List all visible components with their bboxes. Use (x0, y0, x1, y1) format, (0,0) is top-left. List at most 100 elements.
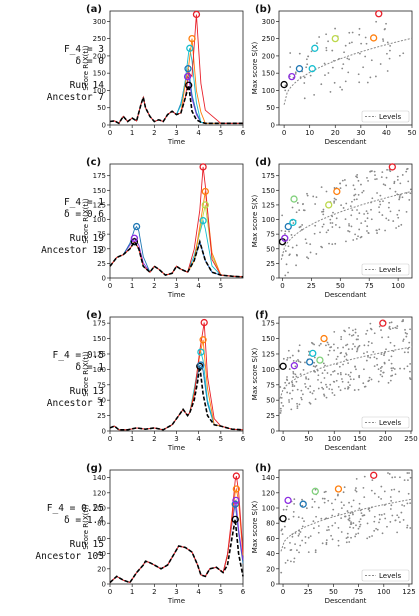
scatter-point (337, 539, 340, 542)
x-tick-label: 100 (377, 588, 390, 596)
scatter-point (323, 62, 326, 65)
scatter-point (389, 328, 392, 330)
scatter-point (381, 171, 384, 174)
scatter-point (370, 342, 373, 345)
scatter-point (385, 176, 388, 179)
scatter-point (407, 492, 410, 495)
scatter-point (317, 374, 320, 377)
scatter-point (287, 518, 290, 521)
scatter-point (300, 389, 303, 392)
highlight-marker-gen7 (375, 10, 383, 18)
scatter-point (354, 345, 356, 348)
scatter-point (303, 97, 306, 100)
row-label-a: F_4 = 3 δ = 0 Run 14 Ancestor 7 (0, 44, 104, 104)
y-tick-label: 75 (266, 231, 275, 239)
highlight-marker-gen1 (290, 362, 298, 370)
scatter-point (392, 367, 395, 369)
scatter-point (341, 67, 344, 70)
scatter-point (305, 377, 308, 380)
scatter-point (373, 520, 376, 523)
y-tick-label: 75 (97, 381, 106, 389)
scatter-point (347, 362, 349, 365)
panel-d: (d) 0 25 50 75 100 0 25 50 75 100 125 150 175 Descenda… (251, 157, 413, 299)
scatter-point (404, 332, 407, 334)
y-tick-label: 0 (102, 428, 106, 436)
scatter-point (388, 57, 391, 60)
x-tick-label: 2 (152, 129, 156, 137)
highlight-marker-gen3 (309, 349, 317, 358)
scatter-point (312, 365, 315, 368)
scatter-point (341, 179, 344, 182)
scatter-point (304, 542, 307, 544)
scatter-point (321, 372, 324, 375)
scatter-point (291, 354, 294, 357)
scatter-point (325, 541, 328, 544)
row-label-g: F_4 = 0.25 δ = 1.4 Run 15 Ancestor 103 (0, 503, 104, 563)
peak-marker-gen3 (199, 217, 207, 225)
scatter-point (360, 235, 363, 238)
scatter-point (302, 209, 305, 212)
plot-frame (109, 163, 244, 279)
scatter-point (296, 202, 299, 204)
x-tick-label: 150 (353, 435, 366, 443)
scatter-point (327, 499, 330, 502)
scatter-point (340, 336, 343, 338)
y-tick-label: 150 (93, 335, 106, 343)
panel-a: (a) 0 1 2 3 4 5 6 0 50 100 150 200 250 300 Time Score R(… (82, 4, 246, 146)
scatter-point (363, 368, 365, 371)
scatter-point (376, 363, 379, 366)
scatter-point (368, 536, 371, 538)
scatter-point (368, 510, 371, 512)
scatter-point (376, 192, 378, 194)
scatter-point (311, 342, 314, 345)
series-line-gen6 (109, 38, 243, 124)
scatter-point (349, 205, 352, 207)
scatter-point (348, 58, 350, 61)
scatter-point (396, 514, 399, 517)
scatter-point (331, 502, 333, 505)
scatter-point (330, 373, 332, 376)
line-series-group (109, 475, 244, 584)
panel-f: (f) 0 50 100 150 200 250 0 25 50 75 100 125 150 175 Des… (251, 310, 418, 452)
scatter-point (286, 376, 288, 378)
legend-levels-label: Levels (379, 419, 401, 427)
scatter-point (340, 501, 343, 504)
scatter-point (297, 358, 299, 361)
scatter-point (352, 334, 355, 336)
scatter-point (364, 36, 367, 39)
scatter-point (288, 401, 291, 403)
scatter-point (321, 497, 324, 500)
scatter-point (348, 517, 351, 520)
levels-curve (280, 498, 413, 552)
scatter-point (280, 401, 283, 404)
plot-frame (278, 469, 413, 585)
scatter-point (351, 511, 354, 514)
scatter-point (331, 66, 334, 69)
scatter-point (406, 365, 409, 368)
scatter-point (360, 512, 363, 515)
scatter-point (355, 175, 357, 178)
scatter-point (348, 541, 351, 543)
y-tick-label: 0 (271, 581, 275, 589)
scatter-point (295, 253, 298, 256)
scatter-point (344, 44, 347, 47)
scatter-point (397, 216, 400, 219)
scatter-point (329, 383, 332, 386)
x-tick-label: 0 (281, 435, 285, 443)
scatter-point (289, 52, 292, 54)
scatter-point (344, 330, 346, 333)
scatter-point (355, 238, 358, 240)
scatter-point (393, 488, 396, 491)
scatter-point (399, 367, 401, 370)
scatter-point (368, 376, 371, 379)
scatter-point (343, 179, 346, 181)
scatter-point (396, 325, 399, 327)
series-line-gen7 (109, 322, 244, 431)
scatter-point (337, 513, 340, 515)
scatter-point (314, 365, 317, 368)
series-line-gen3 (109, 48, 243, 124)
scatter-point (321, 225, 324, 228)
x-axis-label: Time (167, 291, 185, 299)
scatter-point (292, 371, 295, 373)
